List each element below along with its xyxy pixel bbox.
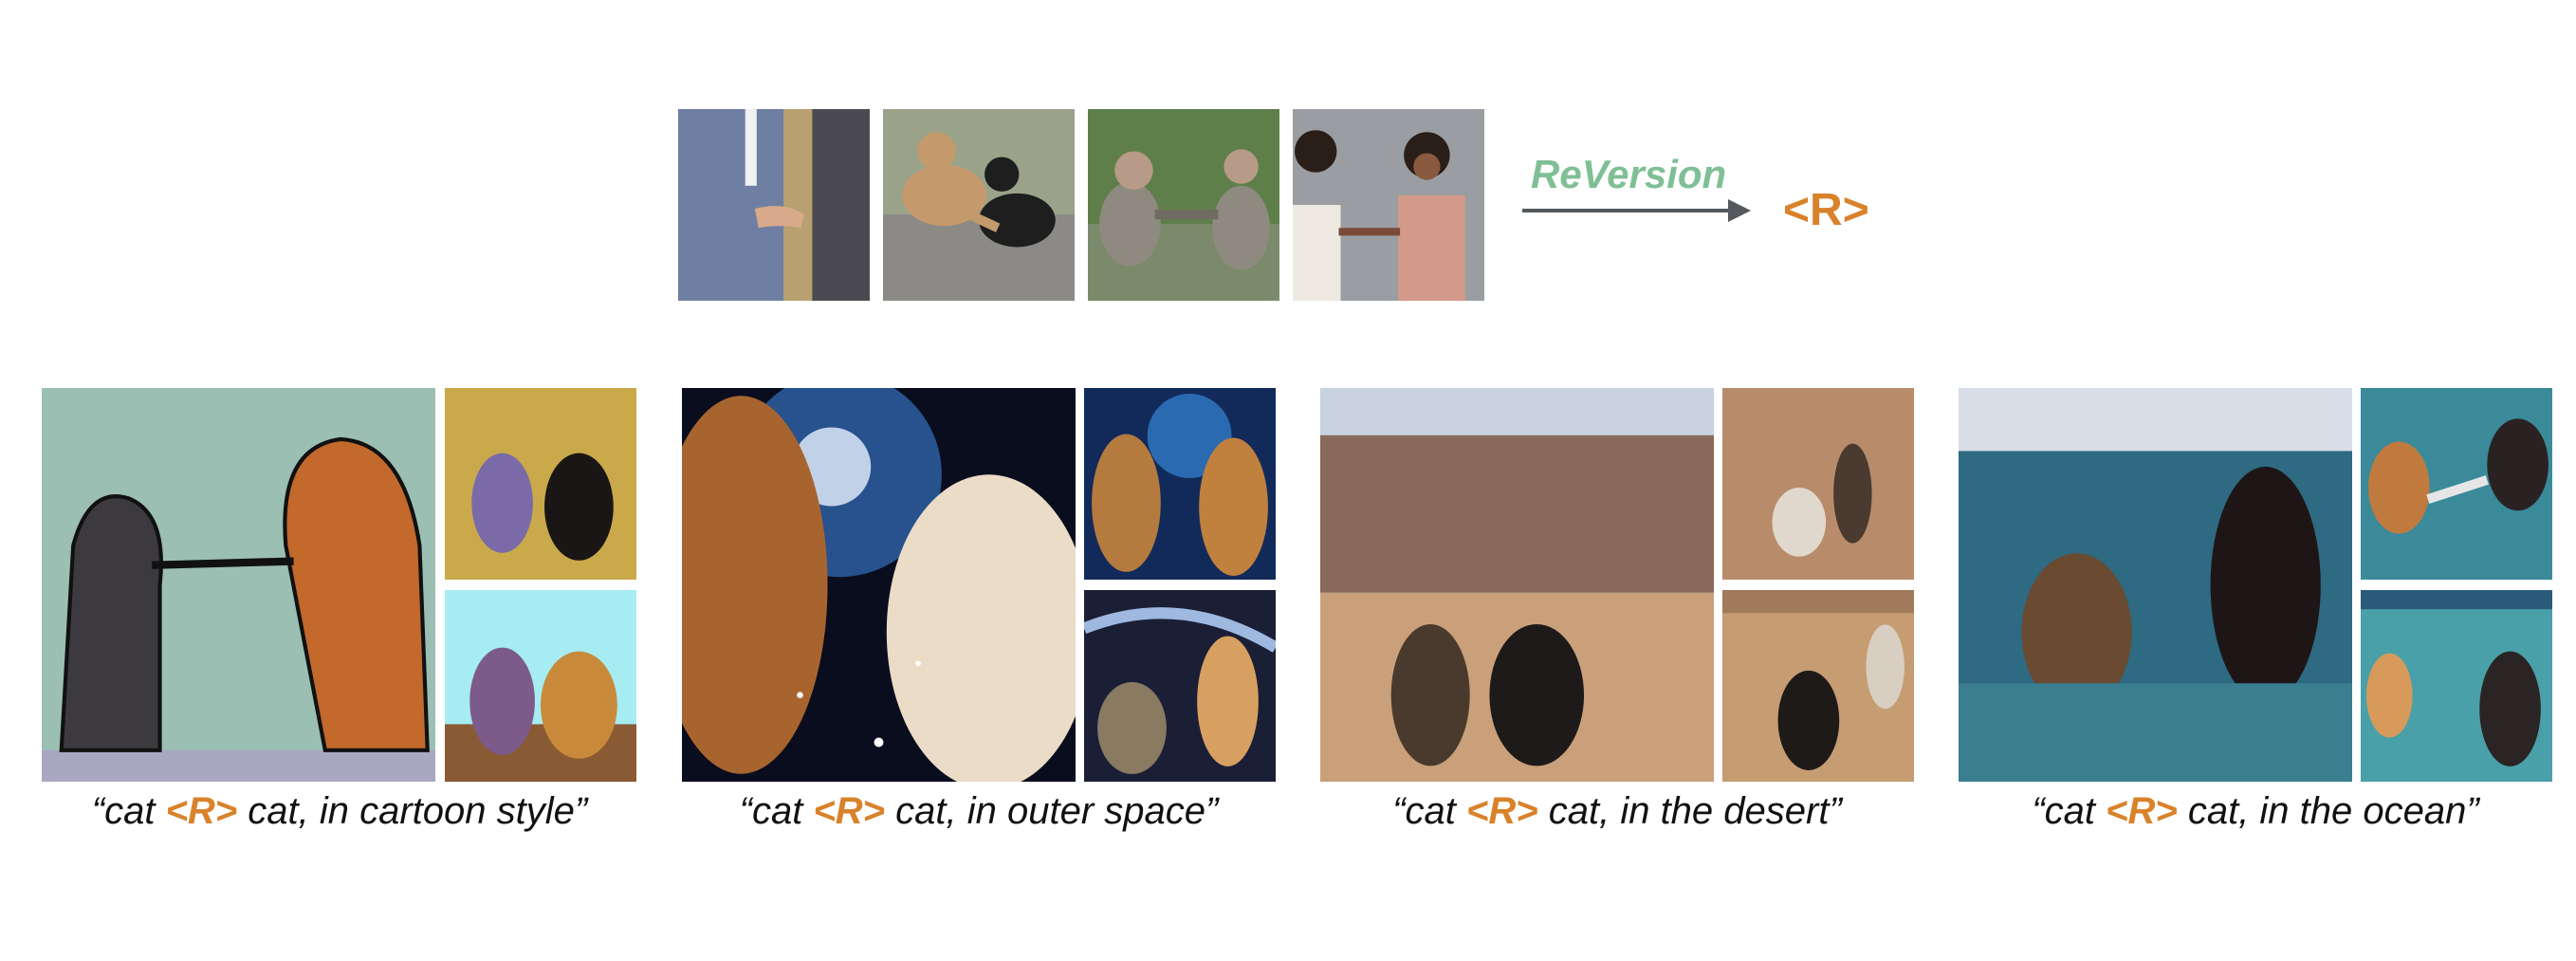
example-image-monkeys-handshake	[1088, 109, 1279, 301]
method-label: ReVersion	[1531, 152, 1727, 196]
caption-post: cat, in outer space”	[885, 790, 1219, 832]
relation-token: <R>	[1783, 185, 1869, 235]
caption-post: cat, in the desert”	[1537, 790, 1842, 832]
example-image-dogs-handshake	[883, 109, 1075, 301]
result-ocean-thumb-1	[2361, 388, 2552, 580]
result-cartoon-main	[42, 388, 435, 782]
example-image-women-handshake	[1293, 109, 1484, 301]
caption-pre: “cat	[91, 790, 166, 832]
result-ocean-main	[1959, 388, 2352, 782]
arrow-icon	[1522, 199, 1751, 222]
example-image-businessmen-handshake	[678, 109, 870, 301]
result-desert-main	[1320, 388, 1714, 782]
caption-cartoon: “cat <R> cat, in cartoon style”	[46, 790, 634, 833]
result-space-thumb-1	[1084, 388, 1276, 580]
caption-token: <R>	[165, 790, 238, 832]
caption-token: <R>	[813, 790, 886, 832]
caption-token: <R>	[2106, 790, 2178, 832]
caption-ocean: “cat <R> cat, in the ocean”	[1961, 790, 2549, 833]
result-space-thumb-2	[1084, 590, 1276, 782]
caption-desert: “cat <R> cat, in the desert”	[1323, 790, 1911, 833]
result-desert-thumb-2	[1722, 590, 1914, 782]
caption-pre: “cat	[1392, 790, 1467, 832]
caption-outer-space: “cat <R> cat, in outer space”	[685, 790, 1273, 833]
caption-pre: “cat	[739, 790, 814, 832]
result-space-main	[682, 388, 1076, 782]
caption-post: cat, in cartoon style”	[237, 790, 588, 832]
caption-post: cat, in the ocean”	[2177, 790, 2479, 832]
result-cartoon-thumb-2	[445, 590, 636, 782]
caption-token: <R>	[1466, 790, 1538, 832]
result-desert-thumb-1	[1722, 388, 1914, 580]
result-cartoon-thumb-1	[445, 388, 636, 580]
result-ocean-thumb-2	[2361, 590, 2552, 782]
caption-pre: “cat	[2032, 790, 2107, 832]
